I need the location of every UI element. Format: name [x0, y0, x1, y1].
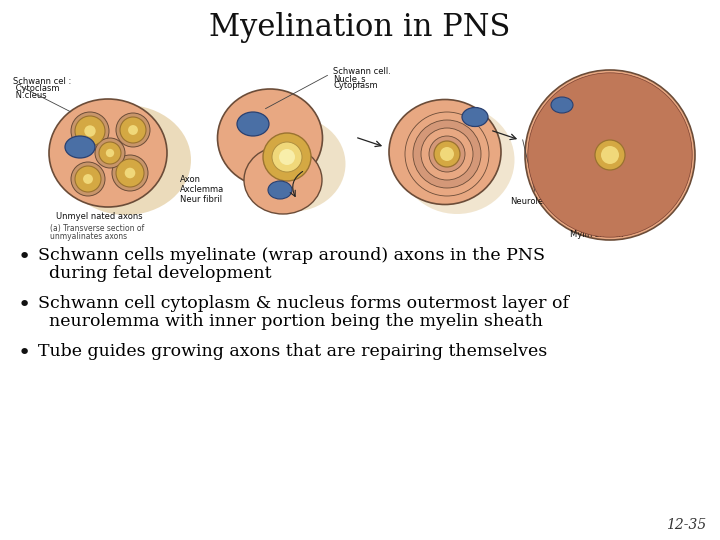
Ellipse shape [268, 181, 292, 199]
Circle shape [565, 110, 655, 200]
Text: unmyalinates axons: unmyalinates axons [50, 232, 127, 241]
Circle shape [546, 91, 674, 219]
Ellipse shape [49, 99, 167, 207]
Ellipse shape [400, 106, 515, 214]
Circle shape [263, 133, 311, 181]
Text: Axon: Axon [180, 175, 201, 184]
Text: •: • [18, 343, 31, 363]
Circle shape [106, 149, 114, 157]
Text: Neur fibril: Neur fibril [180, 195, 222, 204]
Text: Mylin sheath: Mylin sheath [570, 177, 648, 239]
Text: Cytoclasm: Cytoclasm [13, 84, 60, 93]
Circle shape [575, 119, 646, 191]
Circle shape [95, 138, 125, 168]
Ellipse shape [237, 112, 269, 136]
Text: (a) Transverse section of: (a) Transverse section of [50, 224, 144, 233]
Text: Myelination in PNS: Myelination in PNS [210, 12, 510, 43]
Circle shape [531, 76, 689, 234]
Circle shape [577, 123, 643, 187]
Text: Schwann cell cytoplasm & nucleus forms outermost layer of: Schwann cell cytoplasm & nucleus forms o… [38, 295, 569, 312]
Circle shape [125, 168, 135, 178]
Circle shape [540, 85, 680, 225]
Circle shape [568, 113, 652, 197]
Text: •: • [18, 295, 31, 315]
Ellipse shape [244, 146, 322, 214]
Circle shape [272, 142, 302, 172]
Text: during fetal development: during fetal development [38, 265, 271, 282]
Ellipse shape [217, 89, 323, 187]
Circle shape [593, 138, 627, 172]
Text: Nucle_s: Nucle_s [333, 74, 366, 83]
Text: Neurolemma: Neurolemma [510, 140, 564, 206]
Text: Tube guides growing axons that are repairing themselves: Tube guides growing axons that are repai… [38, 343, 547, 360]
Circle shape [112, 155, 148, 191]
Ellipse shape [565, 113, 675, 217]
Circle shape [413, 120, 481, 188]
Text: Cytoplasm: Cytoplasm [333, 81, 377, 90]
Text: Schwann cel :: Schwann cel : [13, 77, 71, 86]
Circle shape [128, 125, 138, 135]
Circle shape [584, 129, 636, 181]
Ellipse shape [65, 136, 95, 158]
Circle shape [75, 166, 101, 192]
Circle shape [556, 100, 665, 210]
Text: Unmyel nated axons: Unmyel nated axons [56, 212, 143, 221]
Ellipse shape [551, 97, 573, 113]
Circle shape [116, 159, 144, 187]
Circle shape [71, 162, 105, 196]
Circle shape [534, 79, 686, 231]
Circle shape [595, 140, 625, 170]
Circle shape [571, 116, 649, 194]
Ellipse shape [61, 105, 191, 215]
Circle shape [421, 128, 473, 180]
Circle shape [553, 98, 667, 212]
Circle shape [580, 125, 639, 185]
Circle shape [434, 141, 460, 167]
Text: Schwann cell.: Schwann cell. [333, 67, 391, 76]
Text: Axclemma: Axclemma [180, 185, 224, 194]
Circle shape [587, 132, 634, 178]
Circle shape [528, 73, 692, 237]
Circle shape [71, 112, 109, 150]
Circle shape [440, 147, 454, 161]
Circle shape [562, 107, 658, 203]
Text: Schwann cells myelinate (wrap around) axons in the PNS: Schwann cells myelinate (wrap around) ax… [38, 247, 545, 264]
Circle shape [99, 142, 121, 164]
Circle shape [279, 149, 295, 165]
Circle shape [537, 82, 683, 228]
Text: 12-35: 12-35 [666, 518, 706, 532]
Circle shape [84, 125, 96, 137]
Text: •: • [18, 247, 31, 267]
Circle shape [120, 117, 146, 143]
Circle shape [116, 113, 150, 147]
Circle shape [83, 174, 93, 184]
Circle shape [525, 70, 695, 240]
Circle shape [559, 104, 661, 206]
Text: N.cleus: N.cleus [13, 91, 47, 100]
Ellipse shape [462, 107, 488, 126]
Circle shape [405, 112, 489, 196]
Circle shape [601, 146, 619, 164]
Ellipse shape [240, 117, 346, 212]
Circle shape [75, 116, 105, 146]
Circle shape [590, 135, 630, 175]
Circle shape [549, 94, 670, 215]
Circle shape [544, 89, 677, 222]
Text: neurolemma with inner portion being the myelin sheath: neurolemma with inner portion being the … [38, 313, 543, 330]
Circle shape [429, 136, 465, 172]
Ellipse shape [389, 99, 501, 205]
